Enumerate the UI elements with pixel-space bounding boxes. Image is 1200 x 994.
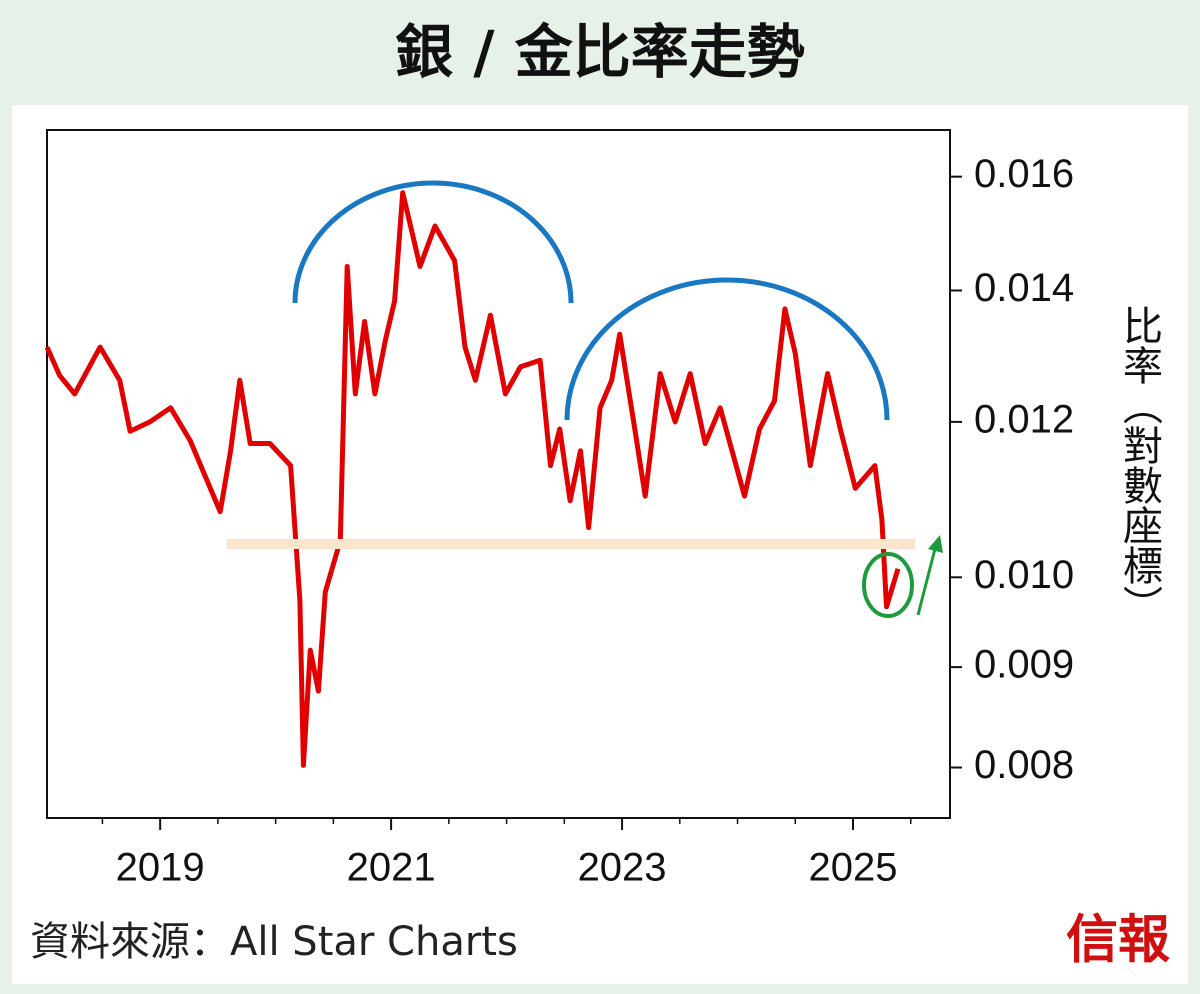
- y-tick-label: 0.014: [974, 266, 1074, 310]
- y-tick-label: 0.010: [974, 553, 1074, 597]
- y-tick-label: 0.012: [974, 397, 1074, 441]
- logo: 信報: [1066, 910, 1170, 971]
- y-tick-label: 0.008: [974, 743, 1074, 787]
- x-tick-label: 2021: [347, 846, 436, 890]
- y-tick-label: 0.016: [974, 152, 1074, 196]
- arc-annotation: [564, 277, 890, 421]
- x-tick-label: 2019: [116, 846, 205, 890]
- chart-title: 銀 / 金比率走勢: [395, 18, 805, 86]
- highlight-ellipse: [862, 552, 914, 618]
- support-band: [227, 539, 915, 549]
- line-series: [44, 190, 901, 768]
- x-tick-label: 2023: [578, 846, 667, 890]
- x-tick-label: 2025: [809, 846, 898, 890]
- source: 資料來源：All Star Charts: [30, 919, 518, 965]
- plot-frame: [46, 129, 951, 819]
- arrow-head: [928, 535, 943, 553]
- y-tick-label: 0.009: [974, 643, 1074, 687]
- y-axis-label: 比率（對數座標）: [1116, 305, 1163, 625]
- arc-annotation: [292, 180, 574, 304]
- arrow: [916, 544, 938, 616]
